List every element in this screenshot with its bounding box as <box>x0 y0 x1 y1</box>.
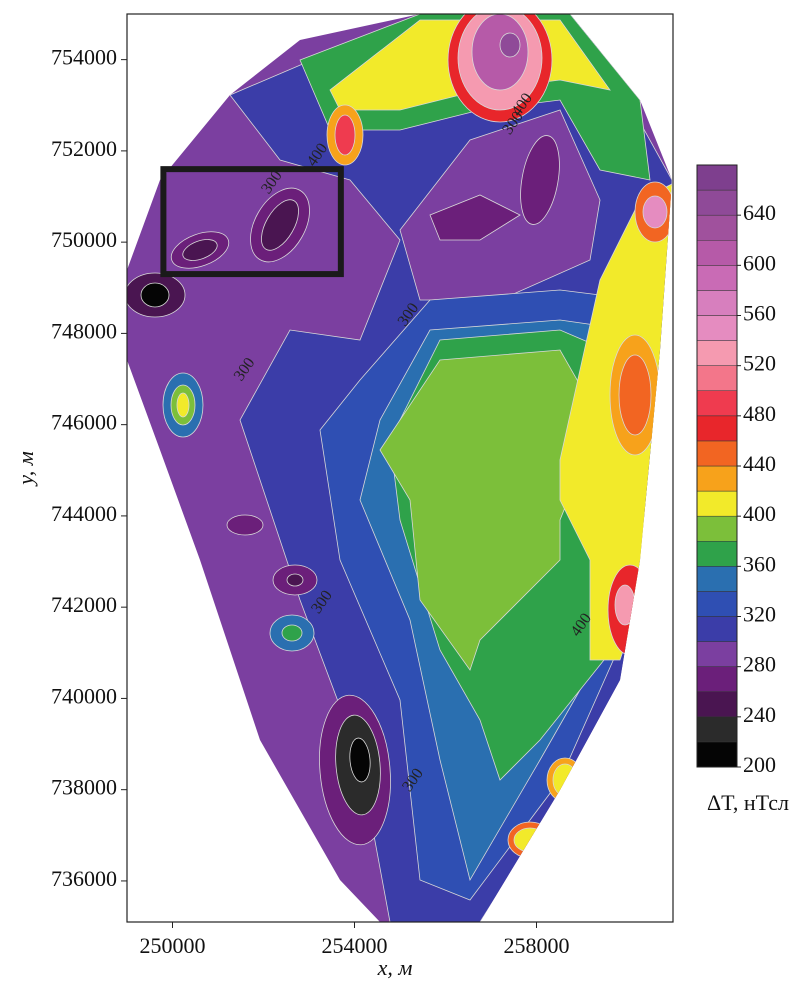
contour-region <box>615 585 635 625</box>
colorbar-band <box>697 541 737 566</box>
colorbar-tick-label: 640 <box>743 200 776 225</box>
contour-region <box>227 515 263 535</box>
colorbar-band <box>697 642 737 667</box>
y-tick-label: 744000 <box>51 501 117 526</box>
colorbar-band <box>697 617 737 642</box>
colorbar-band <box>697 742 737 767</box>
y-tick-label: 736000 <box>51 866 117 891</box>
y-tick-label: 750000 <box>51 227 117 252</box>
colorbar-tick-label: 200 <box>743 752 776 777</box>
y-tick-label: 754000 <box>51 45 117 70</box>
colorbar-label: ΔT, нТсл <box>707 790 789 815</box>
contour-region <box>287 574 303 586</box>
x-tick-label: 258000 <box>504 933 570 958</box>
x-tick-label: 250000 <box>140 933 206 958</box>
colorbar-tick-label: 400 <box>743 501 776 526</box>
colorbar-tick-label: 240 <box>743 702 776 727</box>
colorbar-tick-label: 600 <box>743 250 776 275</box>
colorbar-tick-label: 480 <box>743 401 776 426</box>
x-axis-label: x, м <box>377 955 413 980</box>
colorbar-band <box>697 391 737 416</box>
colorbar-band <box>697 290 737 315</box>
chart: x, м y, м ΔT, нТсл 736000 738000 740000 742… <box>0 0 807 982</box>
contour-region <box>514 828 546 852</box>
y-tick-label: 752000 <box>51 136 117 161</box>
contour-region <box>335 115 355 155</box>
colorbar-band <box>697 591 737 616</box>
colorbar-band <box>697 491 737 516</box>
colorbar-band <box>697 366 737 391</box>
y-tick-label: 740000 <box>51 683 117 708</box>
y-tick-label: 742000 <box>51 592 117 617</box>
colorbar-band <box>697 215 737 240</box>
colorbar-tick-label: 520 <box>743 351 776 376</box>
colorbar-tick-label: 320 <box>743 602 776 627</box>
colorbar-band <box>697 516 737 541</box>
colorbar-band <box>697 165 737 190</box>
colorbar-band <box>697 341 737 366</box>
colorbar-band <box>697 416 737 441</box>
contour-region <box>472 14 528 90</box>
x-tick-label: 254000 <box>322 933 388 958</box>
colorbar-band <box>697 190 737 215</box>
colorbar-band <box>697 717 737 742</box>
contour-region <box>553 764 577 796</box>
contour-region <box>643 196 667 228</box>
contour-region <box>619 355 651 435</box>
colorbar-band <box>697 316 737 341</box>
colorbar-band <box>697 441 737 466</box>
y-tick-label: 746000 <box>51 410 117 435</box>
contour-region <box>282 625 302 641</box>
colorbar-tick-label: 440 <box>743 451 776 476</box>
colorbar-band <box>697 692 737 717</box>
y-tick-label: 748000 <box>51 318 117 343</box>
field <box>100 0 700 960</box>
contour-region <box>500 33 520 57</box>
colorbar-band <box>697 466 737 491</box>
y-axis-label: y, м <box>13 451 38 487</box>
colorbar-band <box>697 566 737 591</box>
colorbar-band <box>697 265 737 290</box>
contour-region <box>177 393 189 417</box>
colorbar-band <box>697 667 737 692</box>
colorbar-band <box>697 240 737 265</box>
contour-region <box>141 283 169 307</box>
colorbar-tick-label: 360 <box>743 551 776 576</box>
colorbar-tick-label: 560 <box>743 301 776 326</box>
colorbar-tick-label: 280 <box>743 652 776 677</box>
y-tick-label: 738000 <box>51 775 117 800</box>
